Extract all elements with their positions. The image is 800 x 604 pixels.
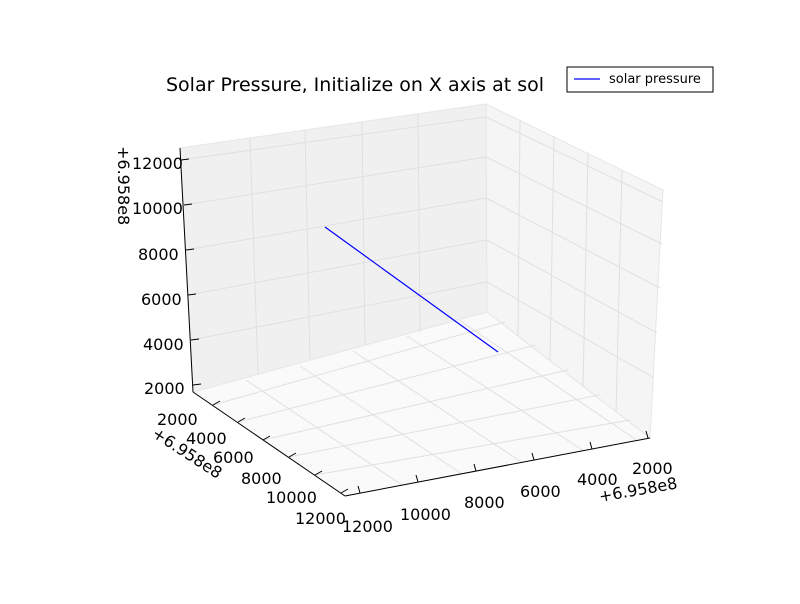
z-tick-label: 4000 [143, 335, 184, 354]
y-tick-label: 12000 [295, 509, 346, 528]
x-tick-label: 8000 [464, 493, 505, 512]
z-axis-ticks [180, 158, 202, 386]
y-axis-line [192, 391, 346, 497]
z-tick-label: 12000 [132, 154, 183, 173]
x-tick-label: 10000 [400, 505, 451, 524]
z-tick-label: 8000 [138, 245, 179, 264]
chart-title: Solar Pressure, Initialize on X axis at … [166, 74, 544, 96]
z-tick-label: 6000 [141, 290, 182, 309]
x-tick-label: 6000 [520, 482, 561, 501]
x-tick-label: 4000 [577, 470, 618, 489]
z-tick-label: 10000 [132, 199, 183, 218]
z-tick-label: 2000 [144, 379, 185, 398]
x-tick-label: 2000 [632, 459, 673, 478]
y-tick-label: 2000 [157, 410, 198, 429]
x-axis-ticks [357, 430, 649, 494]
series-line-solar-pressure [324, 226, 499, 353]
x-axis-line [344, 437, 651, 497]
y-tick-label: 6000 [213, 448, 254, 467]
y-tick-label: 8000 [241, 469, 282, 488]
legend: solar pressure [566, 66, 714, 93]
z-offset-label: +6.958e8 [114, 146, 133, 225]
z-axis-line [179, 147, 194, 393]
y-tick-label: 10000 [266, 488, 317, 507]
y-axis-ticks [212, 400, 349, 494]
x-tick-label: 12000 [342, 517, 393, 536]
legend-label: solar pressure [609, 72, 701, 87]
y-tick-label: 4000 [186, 429, 227, 448]
